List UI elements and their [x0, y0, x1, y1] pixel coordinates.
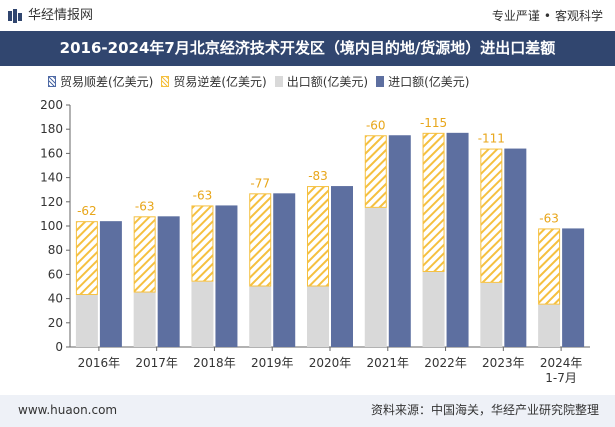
bar-deficit	[249, 193, 272, 287]
data-label-balance: -62	[77, 204, 97, 218]
chart-legend: 贸易顺差(亿美元) 贸易逆差(亿美元) 出口额(亿美元) 进口额(亿美元)	[48, 72, 478, 90]
legend-label-deficit: 贸易逆差(亿美元)	[173, 74, 267, 89]
bar-deficit	[364, 135, 387, 208]
bar-deficit	[133, 216, 156, 293]
footer-source: 资料来源：中国海关，华经产业研究院整理	[370, 403, 599, 417]
chart-plot: 0 20 40 60 80 100 120 140 160 180 200 -62 2016年 -63 20…	[40, 98, 590, 385]
y-tick-label: 120	[40, 195, 63, 209]
y-tick-label: 20	[48, 316, 63, 330]
x-tick-label: 2023年	[482, 356, 525, 370]
title-bar	[0, 31, 615, 66]
legend-label-import: 进口额(亿美元)	[388, 74, 470, 89]
y-tick-label: 160	[40, 146, 63, 160]
legend-label-export: 出口额(亿美元)	[286, 74, 369, 89]
tagline-left: 专业严谨	[491, 9, 540, 23]
bar-deficit	[307, 186, 329, 287]
bar-export	[422, 271, 445, 347]
y-tick-label: 60	[48, 267, 63, 281]
x-tick-label: 2020年	[309, 356, 352, 370]
y-tick-label: 200	[40, 98, 63, 112]
data-label-balance: -111	[478, 132, 505, 146]
bar-export	[75, 294, 98, 347]
bar-import	[446, 132, 469, 347]
legend-swatch-deficit	[161, 75, 170, 87]
bar-export	[191, 281, 214, 347]
top-bar: 华经情报网 专业严谨 • 客观科学	[0, 0, 615, 31]
chart-title: 2016-2024年7月北京经济技术开发区（境内目的地/货源地）进出口差额	[59, 39, 556, 57]
bar-export	[480, 282, 503, 347]
y-tick-label: 80	[48, 243, 63, 257]
x-tick-label: 2016年	[78, 356, 121, 370]
footer-site: www.huaon.com	[18, 403, 118, 417]
bar-import	[99, 221, 122, 347]
bar-import	[273, 193, 296, 347]
bar-deficit	[480, 148, 503, 283]
logo-icon	[8, 9, 22, 23]
legend-swatch-import	[376, 75, 385, 87]
y-tick-label: 0	[55, 340, 63, 354]
legend-swatch-export	[274, 75, 283, 87]
bar-export	[133, 292, 156, 347]
x-tick-label: 1-7月	[545, 371, 577, 385]
y-tick-label: 40	[48, 292, 63, 306]
x-tick-label: 2024年	[540, 356, 583, 370]
x-tick-label: 2021年	[367, 356, 410, 370]
tagline-right: 客观科学	[554, 9, 603, 23]
data-label-balance: -63	[539, 211, 559, 225]
x-tick-label: 2019年	[251, 356, 294, 370]
brand-name: 华经情报网	[28, 8, 94, 23]
bar-deficit	[191, 205, 214, 282]
bar-import	[562, 228, 585, 347]
legend-item-deficit: 贸易逆差(亿美元)	[161, 73, 267, 90]
y-tick-label: 100	[40, 219, 63, 233]
bar-deficit	[75, 221, 98, 295]
legend-swatch-surplus	[48, 75, 56, 87]
data-label-balance: -63	[193, 188, 213, 202]
data-label-balance: -83	[308, 169, 328, 183]
data-label-balance: -60	[366, 118, 386, 132]
x-tick-label: 2018年	[193, 356, 236, 370]
bar-export	[249, 286, 272, 347]
y-tick-label: 140	[40, 171, 63, 185]
data-label-balance: -63	[135, 199, 155, 213]
bar-import	[504, 148, 527, 347]
bar-export	[364, 207, 387, 347]
bar-import	[215, 205, 238, 347]
y-tick-label: 180	[40, 122, 63, 136]
bar-import	[388, 135, 411, 347]
legend-item-export: 出口额(亿美元)	[274, 73, 369, 90]
bar-deficit	[538, 228, 561, 305]
legend-label-surplus: 贸易顺差(亿美元)	[60, 74, 154, 89]
bar-deficit	[422, 132, 445, 272]
bar-export	[307, 286, 329, 347]
data-label-balance: -115	[420, 116, 447, 130]
legend-item-import: 进口额(亿美元)	[376, 73, 470, 90]
tagline-dot: •	[543, 9, 551, 23]
footer-bar	[0, 395, 615, 427]
data-label-balance: -77	[250, 176, 270, 190]
bar-import	[331, 186, 353, 347]
bar-export	[538, 304, 561, 347]
legend-item-surplus: 贸易顺差(亿美元)	[48, 73, 153, 90]
x-tick-label: 2022年	[424, 356, 467, 370]
bar-import	[157, 216, 180, 347]
x-tick-label: 2017年	[135, 356, 178, 370]
tagline: 专业严谨 • 客观科学	[492, 6, 603, 26]
